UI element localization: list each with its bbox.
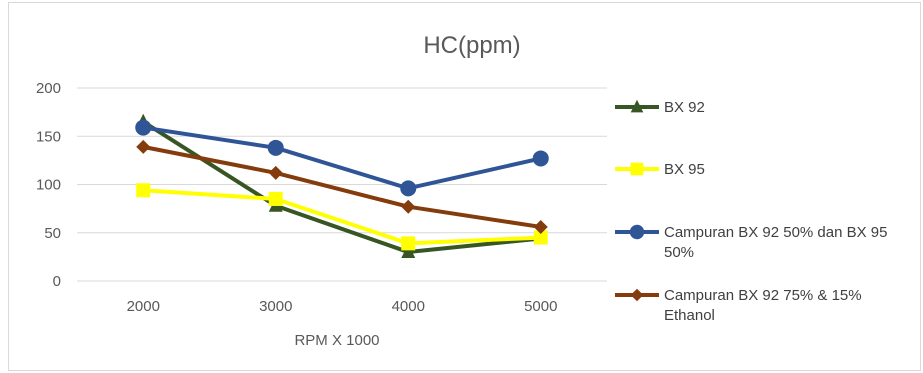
series-line	[141, 144, 543, 229]
x-tick-label: 4000	[392, 298, 425, 315]
legend-marker-triangle	[630, 99, 644, 113]
chart-title: HC(ppm)	[423, 32, 520, 59]
data-point-square	[136, 183, 151, 198]
line-chart: HC(ppm) 0 50 100 150 200 2000 3000 4000 5000 RP…	[36, 32, 888, 349]
y-tick-label: 150	[36, 128, 61, 145]
x-tick-label: 3000	[259, 298, 292, 315]
x-tick-label: 5000	[524, 298, 557, 315]
y-tick-label: 0	[53, 273, 61, 290]
legend-label: Campuran BX 92 50% dan BX 95	[664, 224, 887, 241]
y-tick-label: 50	[44, 225, 61, 242]
series-3	[135, 119, 549, 197]
chart-frame: HC(ppm) 0 50 100 150 200 2000 3000 4000 5000 RP…	[8, 2, 921, 371]
data-point-diamond	[268, 165, 283, 180]
series-line	[141, 188, 543, 246]
series-line	[141, 119, 543, 255]
legend-marker-square	[630, 162, 644, 176]
data-point-circle	[400, 180, 417, 197]
series-4	[136, 139, 548, 234]
legend-label: Ethanol	[664, 307, 715, 324]
y-axis-ticks: 0 50 100 150 200	[36, 80, 61, 290]
data-point-triangle	[401, 244, 416, 259]
data-point-diamond	[401, 199, 416, 214]
series-2	[136, 183, 548, 251]
series-line	[141, 125, 543, 191]
gridlines	[77, 87, 607, 282]
data-point-circle	[267, 139, 284, 156]
legend-item: Campuran BX 92 50% dan BX 95 50%	[615, 224, 887, 261]
x-axis-title: RPM X 1000	[294, 332, 379, 349]
data-point-circle	[135, 119, 152, 136]
legend-item: Campuran BX 92 75% & 15% Ethanol	[615, 287, 862, 324]
data-point-diamond	[533, 219, 548, 234]
series-layer	[135, 113, 549, 259]
data-point-square	[401, 236, 416, 251]
legend-item: BX 95	[615, 161, 705, 178]
data-point-diamond	[136, 139, 151, 154]
data-point-square	[533, 230, 548, 245]
legend: BX 92 BX 95 Campuran BX 92 50% dan BX 95 50…	[615, 99, 887, 324]
legend-label: BX 92	[664, 99, 705, 116]
y-tick-label: 200	[36, 80, 61, 97]
data-point-circle	[532, 150, 549, 167]
x-axis-ticks: 2000 3000 4000 5000	[127, 298, 558, 315]
legend-marker-circle	[629, 224, 645, 240]
legend-marker-diamond	[630, 288, 644, 302]
legend-label: 50%	[664, 244, 694, 261]
legend-label: Campuran BX 92 75% & 15%	[664, 287, 862, 304]
data-point-square	[268, 191, 283, 206]
x-tick-label: 2000	[127, 298, 160, 315]
legend-label: BX 95	[664, 161, 705, 178]
y-tick-label: 100	[36, 177, 61, 194]
legend-item: BX 92	[615, 99, 705, 116]
